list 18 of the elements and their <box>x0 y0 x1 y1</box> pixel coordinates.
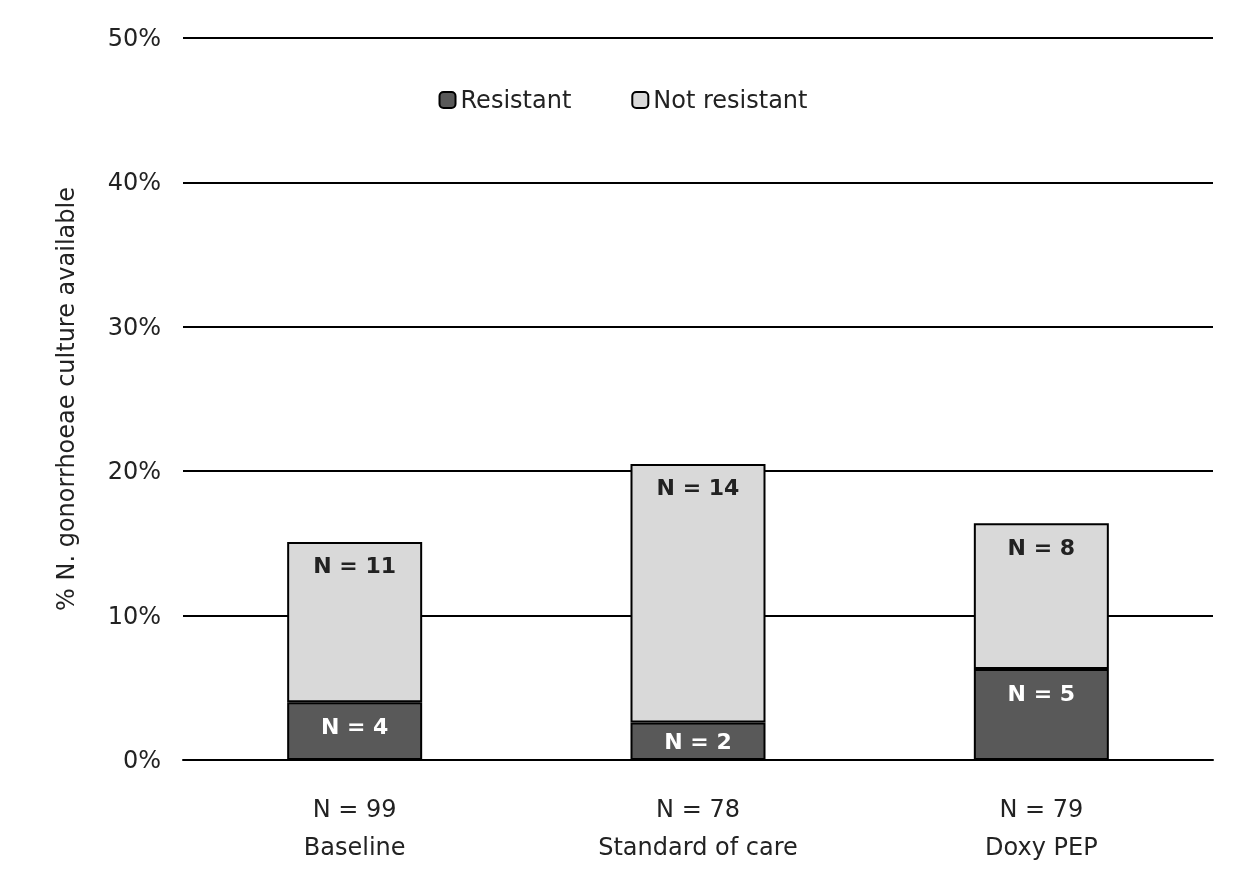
legend-label: Not resistant <box>653 86 808 114</box>
y-tick-label: 30% <box>107 312 161 341</box>
annotation: N = 14 <box>656 475 740 501</box>
annotation: N = 11 <box>313 553 397 579</box>
x-tick-label: N = 79 Doxy PEP <box>985 795 1098 861</box>
legend-label: Resistant <box>460 86 572 114</box>
annotation: N = 8 <box>1007 534 1076 560</box>
y-tick-label: 0% <box>122 746 161 774</box>
x-tick-label: N = 78 Standard of care <box>598 795 798 861</box>
annotation: N = 4 <box>320 713 389 739</box>
y-tick-label: 50% <box>107 24 161 52</box>
y-tick-label: 10% <box>107 601 161 630</box>
y-tick-label: 20% <box>107 457 161 486</box>
y-tick-label: 40% <box>107 168 161 197</box>
annotation: N = 5 <box>1007 680 1076 706</box>
y-axis-title: % N. gonorrhoeae culture available <box>52 187 80 611</box>
x-tick-label: N = 99 Baseline <box>303 795 406 861</box>
annotation: N = 2 <box>664 728 732 754</box>
